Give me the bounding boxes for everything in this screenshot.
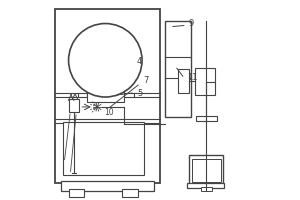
Bar	[122, 189, 138, 197]
Bar	[87, 92, 124, 102]
Text: 9: 9	[189, 19, 194, 28]
Bar	[196, 116, 217, 121]
Circle shape	[69, 24, 142, 97]
Bar	[61, 181, 154, 191]
Bar	[69, 99, 80, 112]
Bar	[55, 9, 160, 183]
Text: 5: 5	[137, 89, 142, 98]
Bar	[195, 68, 214, 95]
Bar	[187, 183, 224, 188]
Bar	[63, 122, 144, 175]
Bar	[192, 159, 220, 182]
Bar	[69, 189, 85, 197]
Text: 10: 10	[104, 108, 114, 117]
Text: 11: 11	[187, 73, 197, 82]
Bar	[165, 21, 191, 117]
Bar	[178, 69, 189, 93]
Bar	[189, 155, 224, 185]
Text: 7: 7	[143, 76, 148, 85]
Text: 4: 4	[137, 57, 142, 66]
Bar	[201, 187, 212, 191]
